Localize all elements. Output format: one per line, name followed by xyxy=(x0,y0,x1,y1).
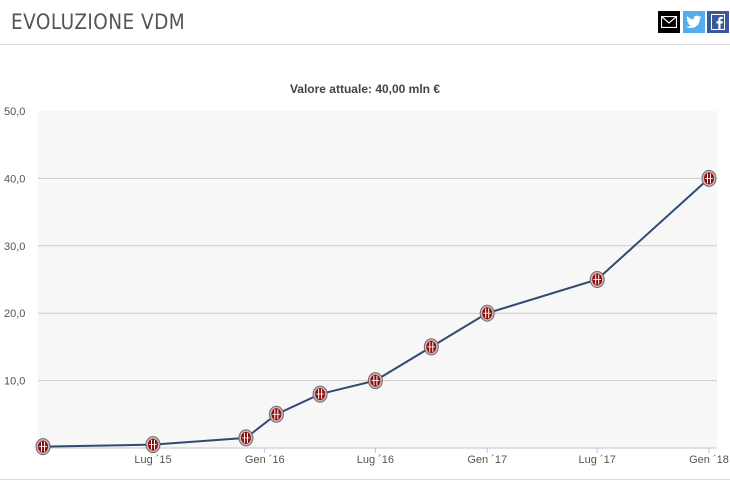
facebook-icon[interactable] xyxy=(707,11,729,33)
data-point xyxy=(145,436,161,454)
chart-title: Valore attuale: 40,00 mln € xyxy=(289,82,441,96)
y-tick-label: 10,0 xyxy=(4,376,25,388)
data-point xyxy=(701,169,717,187)
twitter-icon[interactable] xyxy=(683,11,705,33)
data-point xyxy=(238,429,254,447)
data-point xyxy=(312,385,328,403)
mail-icon[interactable] xyxy=(658,11,680,33)
series-line xyxy=(42,177,710,448)
x-tick-label: Gen ´17 xyxy=(467,454,507,466)
footer-divider xyxy=(0,479,730,480)
data-point xyxy=(268,405,284,423)
x-tick-label: Lug ´17 xyxy=(579,454,616,466)
x-tick-label: Lug ´15 xyxy=(134,454,171,466)
x-tick-label: Gen ´16 xyxy=(245,454,285,466)
y-tick-label: 40,0 xyxy=(4,173,25,185)
y-tick-label: 30,0 xyxy=(4,241,25,253)
section-title: EVOLUZIONE VDM xyxy=(11,10,186,34)
x-axis: Lug ´15 Gen ´16 Lug ´16 Gen ´17 Lug ´17 Gen ´… xyxy=(134,448,729,466)
data-point xyxy=(589,271,605,288)
y-axis: 50,0 40,0 30,0 20,0 10,0 xyxy=(4,106,25,388)
y-tick-label: 50,0 xyxy=(4,106,25,118)
data-point xyxy=(367,372,383,390)
x-tick-label: Lug ´16 xyxy=(357,454,394,466)
header: EVOLUZIONE VDM xyxy=(0,0,730,45)
y-tick-label: 20,0 xyxy=(4,308,25,320)
data-point xyxy=(479,304,495,322)
data-point xyxy=(35,438,51,456)
data-point xyxy=(423,338,439,356)
grid xyxy=(38,177,717,449)
x-tick-label: Gen ´18 xyxy=(689,454,729,466)
plot-area xyxy=(38,111,717,448)
data-points xyxy=(35,169,717,456)
series xyxy=(42,177,710,448)
plot-background xyxy=(38,111,717,448)
